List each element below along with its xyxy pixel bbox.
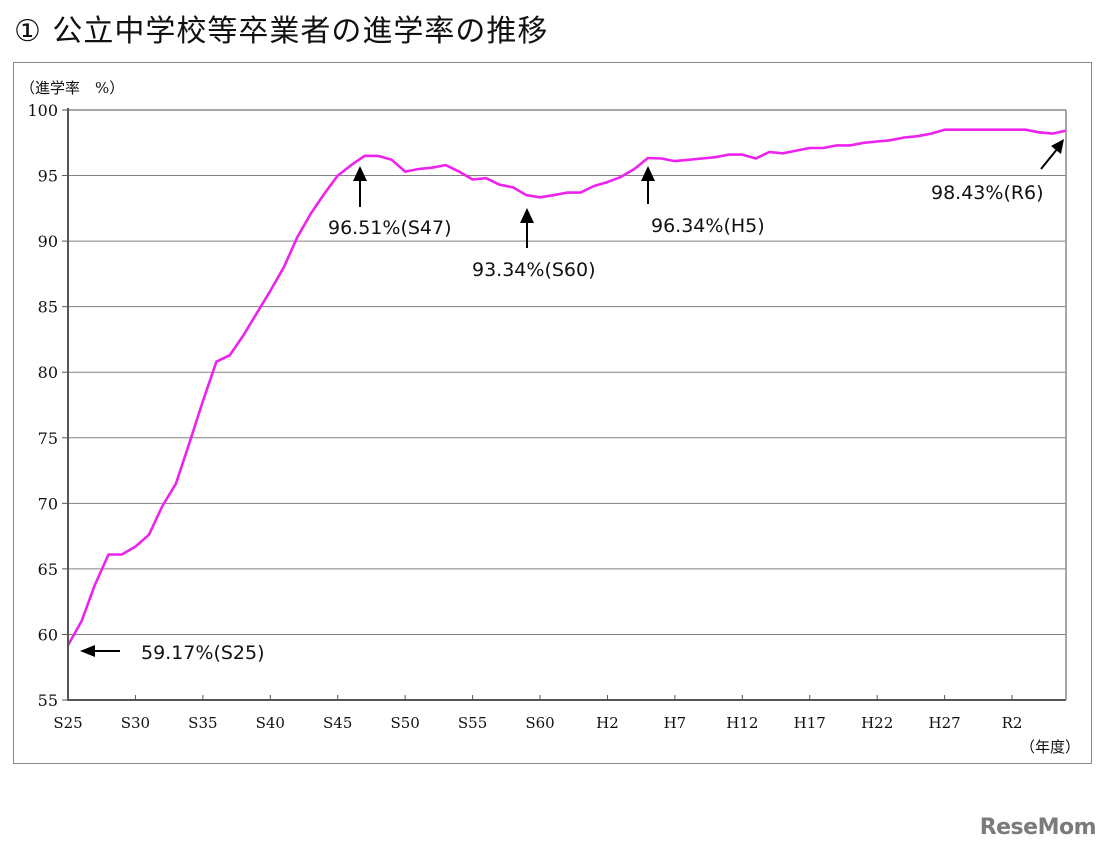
y-tick-label: 65 [38, 560, 58, 579]
arrow-head-icon [641, 166, 655, 181]
x-tick-label: S55 [458, 714, 487, 732]
x-tick-label: H12 [726, 714, 758, 732]
x-tick-label: S45 [323, 714, 352, 732]
y-tick-label: 60 [38, 625, 58, 644]
y-tick-label: 100 [27, 101, 58, 120]
y-tick-label: 75 [38, 429, 58, 448]
y-tick-label: 85 [38, 298, 58, 317]
x-axis-ticks: S25 S30 S35 S40 S45 S50 S55 S60 H2 H7 H12 H17 H22 H27… [53, 695, 1022, 732]
arrow-r6 [1040, 147, 1059, 170]
annotation-r6: 98.43%(R6) [931, 182, 1044, 204]
arrow-head-icon [80, 645, 95, 657]
arrow-head-icon [1051, 139, 1064, 154]
arrow-head-icon [353, 166, 367, 181]
annotation-s47: 96.51%(S47) [328, 217, 452, 239]
y-tick-label: 70 [38, 494, 58, 513]
x-tick-label: S60 [525, 714, 554, 732]
x-tick-label: R2 [1002, 714, 1023, 732]
x-tick-label: S50 [390, 714, 419, 732]
gridlines [68, 109, 1066, 635]
annotations: 96.51%(S47) 93.34%(S60) 96.34%(H5) 98.43… [80, 139, 1064, 664]
x-tick-label: S25 [53, 714, 82, 732]
annotation-h5: 96.34%(H5) [651, 215, 765, 237]
y-tick-label: 55 [38, 691, 58, 710]
y-tick-label: 95 [38, 167, 58, 186]
y-tick-label: 90 [38, 232, 58, 251]
x-tick-label: H17 [794, 714, 826, 732]
page-title: ① 公立中学校等卒業者の進学率の推移 [14, 14, 549, 49]
y-tick-label: 80 [38, 363, 58, 382]
y-axis-ticks: 55 60 65 70 75 80 85 90 95 100 [27, 101, 68, 710]
y-axis-unit-label: （進学率 %） [20, 79, 124, 97]
x-tick-label: S40 [256, 714, 285, 732]
chart-frame [13, 62, 1092, 764]
series-line [66, 128, 1067, 646]
x-tick-label: S35 [188, 714, 217, 732]
x-tick-label: H7 [664, 714, 687, 732]
x-tick-label: H22 [861, 714, 893, 732]
arrow-head-icon [520, 208, 534, 223]
x-tick-label: H2 [596, 714, 619, 732]
annotation-s25: 59.17%(S25) [141, 642, 265, 664]
resemom-logo: ReseMom [979, 815, 1097, 840]
x-axis-unit-label: （年度） [1020, 738, 1080, 756]
x-tick-label: S30 [121, 714, 150, 732]
x-tick-label: H27 [929, 714, 961, 732]
annotation-s60: 93.34%(S60) [472, 259, 596, 281]
